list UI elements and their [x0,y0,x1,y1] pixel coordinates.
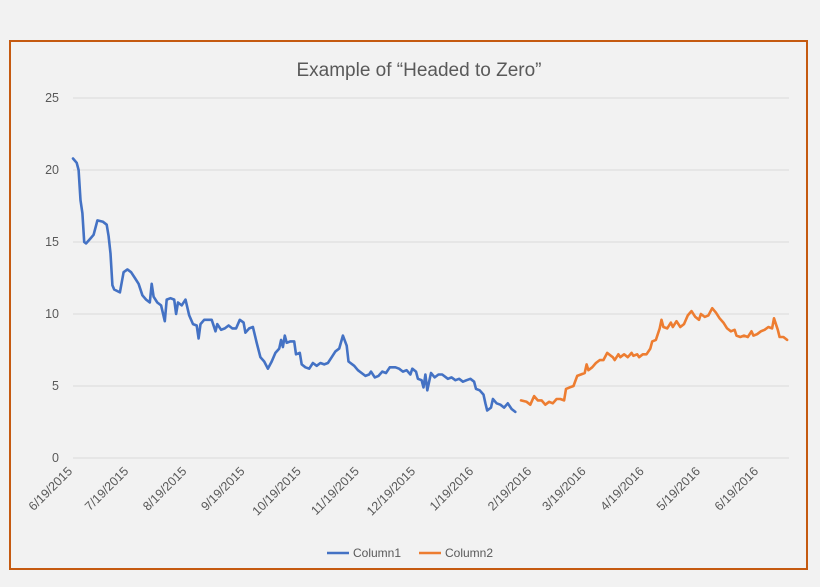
y-axis-ticks: 0 5 10 15 20 25 [45,91,59,465]
x-tick-label: 9/19/2015 [198,464,247,513]
y-tick-label: 10 [45,307,59,321]
x-tick-label: 4/19/2016 [598,464,647,513]
y-tick-label: 5 [52,379,59,393]
x-axis-ticks: 6/19/2015 7/19/2015 8/19/2015 9/19/2015 10/1… [26,464,761,518]
x-tick-label: 2/19/2016 [485,464,534,513]
x-tick-label: 12/19/2015 [364,464,418,518]
legend: Column1 Column2 [327,546,493,560]
x-tick-label: 1/19/2016 [427,464,476,513]
series-line-column2 [519,306,789,406]
line-chart: Example of “Headed to Zero” 0 5 10 15 20 25 6… [26,60,789,560]
x-tick-label: 7/19/2015 [82,464,131,513]
x-tick-label: 11/19/2015 [308,464,362,518]
gridlines [73,97,789,459]
chart-frame: Example of “Headed to Zero” 0 5 10 15 20 25 6… [9,40,808,570]
x-tick-label: 5/19/2016 [654,464,703,513]
legend-label-column1: Column1 [353,546,401,560]
y-tick-label: 25 [45,91,59,105]
x-tick-label: 10/19/2015 [250,464,304,518]
chart-title: Example of “Headed to Zero” [296,60,541,81]
x-tick-label: 6/19/2015 [26,464,75,513]
series-lines [71,157,789,414]
y-tick-label: 15 [45,235,59,249]
series-line-column1 [71,157,517,414]
x-tick-label: 6/19/2016 [712,464,761,513]
x-tick-label: 8/19/2015 [140,464,189,513]
y-tick-label: 20 [45,163,59,177]
legend-label-column2: Column2 [445,546,493,560]
x-tick-label: 3/19/2016 [539,464,588,513]
y-tick-label: 0 [52,451,59,465]
